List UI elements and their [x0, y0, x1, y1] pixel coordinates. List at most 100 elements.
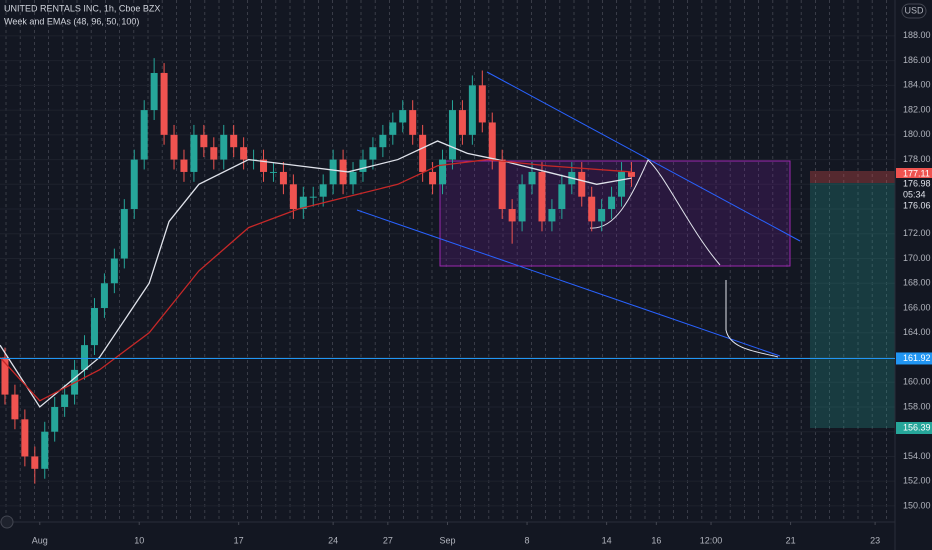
candle-body — [170, 134, 178, 160]
y-tick-label: 172.00 — [903, 228, 931, 238]
price-tag-label: 156.39 — [903, 422, 931, 432]
candle-body — [120, 209, 128, 259]
price-tag-label: 177.11 — [903, 168, 930, 178]
candle-body — [260, 159, 268, 172]
y-tick-label: 184.00 — [903, 80, 931, 90]
candle-body — [627, 171, 635, 177]
candle-body — [389, 122, 397, 135]
projection-curve — [589, 159, 721, 266]
candle-body — [279, 171, 287, 185]
candle-body — [588, 196, 596, 222]
currency: USD — [904, 5, 924, 15]
x-tick-label: 17 — [234, 535, 244, 545]
candle-body — [160, 72, 168, 135]
y-tick-label: 150.00 — [903, 500, 931, 510]
currency-badge[interactable] — [901, 3, 927, 19]
candle-body — [31, 456, 39, 469]
y-tick-label: 170.00 — [903, 253, 931, 263]
candle-body — [429, 171, 437, 185]
candle-body — [349, 171, 357, 185]
candle-body — [240, 147, 248, 160]
candle-body — [598, 209, 606, 222]
candle-body — [41, 431, 49, 469]
y-tick-label: 166.00 — [903, 302, 931, 312]
level-label: 161.92 — [903, 353, 931, 363]
price-tag-label: 176.06 — [903, 200, 931, 210]
candle-body — [319, 184, 327, 197]
candle-body — [488, 122, 496, 160]
candle-body — [508, 209, 516, 222]
candle-body — [150, 72, 158, 111]
y-tick-label: 152.00 — [903, 476, 931, 486]
candle-body — [478, 85, 486, 123]
y-tick-label: 188.00 — [903, 30, 931, 40]
candle-body — [220, 134, 228, 160]
target-zone — [810, 183, 895, 428]
events-icon[interactable] — [0, 515, 14, 529]
candle-body — [269, 171, 277, 173]
y-tick-label: 186.00 — [903, 55, 931, 65]
trend-line — [356, 209, 781, 357]
candle-body — [369, 147, 377, 160]
candle-body — [190, 134, 198, 172]
candle-body — [11, 394, 19, 420]
price-tag — [896, 178, 932, 190]
candle-body — [61, 394, 69, 407]
candle-body — [299, 196, 307, 210]
candle-body — [518, 184, 526, 222]
x-tick-label: Sep — [439, 535, 455, 545]
x-tick-label: 23 — [870, 535, 880, 545]
y-tick-label: 182.00 — [903, 104, 931, 114]
y-tick-label: 160.00 — [903, 377, 931, 387]
x-tick-label: 21 — [786, 535, 796, 545]
y-tick-label: 168.00 — [903, 278, 931, 288]
x-tick-label: 27 — [383, 535, 393, 545]
candle-body — [359, 159, 367, 172]
candle-body — [578, 171, 586, 197]
chart-title: UNITED RENTALS INC, 1h, Cboe BZX — [4, 3, 160, 13]
y-tick-label: 164.00 — [903, 327, 931, 337]
candle-body — [289, 184, 297, 210]
candle-body — [548, 209, 556, 222]
range-box — [439, 160, 791, 267]
trend-line — [486, 71, 801, 242]
candle-body — [230, 134, 238, 148]
candle-body — [439, 159, 447, 185]
candle-body — [200, 134, 208, 148]
candle-body — [309, 196, 317, 198]
candle-body — [140, 110, 148, 160]
ema-line — [0, 140, 632, 408]
candle-body — [458, 110, 466, 135]
candle-body — [51, 406, 59, 432]
price-tag — [896, 200, 932, 212]
candle-body — [419, 134, 427, 172]
y-tick-label: 180.00 — [903, 129, 931, 139]
candle-body — [110, 258, 118, 284]
candle-body — [468, 85, 476, 135]
x-tick-label: 14 — [602, 535, 612, 545]
price-tag-label: 05:34 — [903, 189, 926, 199]
candle-body — [100, 283, 108, 309]
candles — [0, 58, 635, 484]
projection-arrow — [725, 280, 779, 358]
candle-body — [528, 171, 536, 185]
price-tag — [896, 189, 932, 201]
candle-body — [130, 159, 138, 210]
candle-body — [379, 134, 387, 148]
candle-body — [329, 159, 337, 185]
ema-line — [0, 158, 632, 402]
stop-zone — [810, 171, 895, 183]
candle-body — [498, 159, 506, 210]
candle-body — [81, 345, 89, 370]
y-tick-label: 154.00 — [903, 451, 931, 461]
price-tag — [896, 422, 932, 434]
y-tick-label: 158.00 — [903, 401, 931, 411]
candle-body — [399, 110, 407, 123]
x-tick-label: 10 — [134, 535, 144, 545]
price-tag — [896, 168, 932, 180]
candle-body — [448, 110, 456, 160]
x-tick-label: Aug — [32, 535, 48, 545]
candle-body — [180, 159, 188, 172]
